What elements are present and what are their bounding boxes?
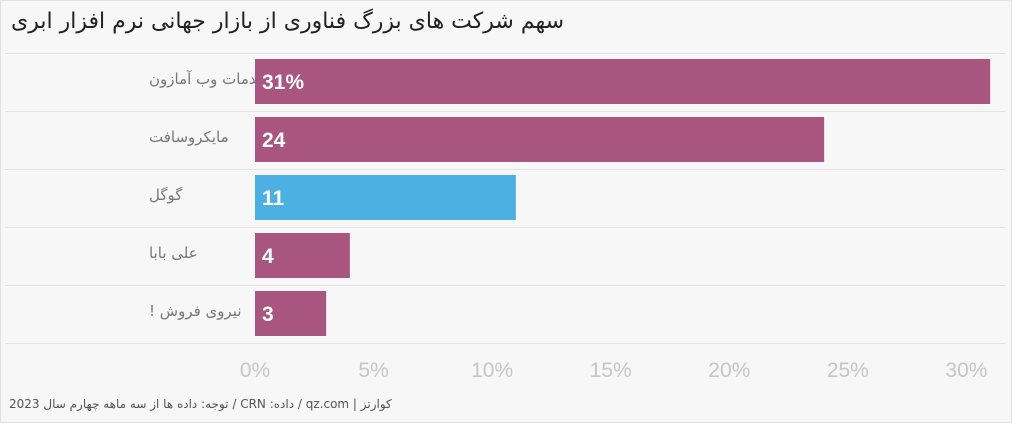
bar: [255, 117, 825, 162]
bar: [255, 233, 350, 278]
x-tick-label: 30%: [945, 359, 987, 382]
data-label: 11: [262, 187, 285, 210]
category-label: مایکروسافت: [149, 128, 229, 146]
x-tick-label: 10%: [471, 359, 513, 382]
x-tick-label: 5%: [358, 359, 388, 382]
data-label: 24: [262, 129, 286, 152]
bar: [255, 291, 327, 336]
category-label: خدمات وب آمازون: [149, 70, 266, 88]
bar: [255, 175, 516, 220]
x-tick-label: 0%: [240, 359, 270, 382]
x-tick-label: 15%: [590, 359, 632, 382]
data-label: 4: [262, 245, 274, 268]
category-label: گوگل: [149, 186, 183, 204]
x-tick-label: 25%: [827, 359, 869, 382]
source-note: توجه: داده ها از سه ماهه چهارم سال 2023 …: [9, 397, 392, 411]
data-label: 3: [262, 303, 274, 326]
data-label: 31%: [262, 71, 304, 94]
chart-title: سهم شرکت های بزرگ فناوری از بازار جهانی …: [11, 9, 565, 34]
x-tick-label: 20%: [708, 359, 750, 382]
category-label: علی بابا: [149, 244, 198, 262]
bar: [255, 59, 991, 104]
category-label: نیروی فروش !: [149, 302, 242, 320]
